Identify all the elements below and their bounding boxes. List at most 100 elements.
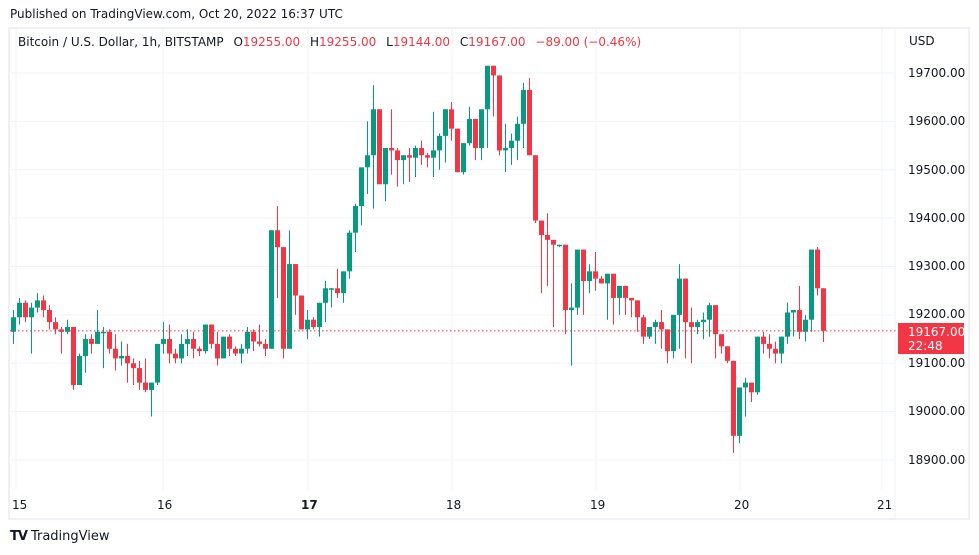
candle-body: [701, 319, 706, 323]
candle-body: [803, 319, 808, 332]
candle-body: [77, 355, 82, 386]
candle-body: [95, 331, 100, 344]
y-tick: 19200.00: [908, 307, 966, 321]
candle-body: [443, 109, 448, 136]
candle-body: [377, 109, 382, 185]
symbol-label[interactable]: Bitcoin / U.S. Dollar, 1h, BITSTAMP: [18, 35, 224, 49]
candle-body: [317, 302, 322, 327]
candle-body: [59, 329, 64, 332]
candle-body: [131, 363, 136, 369]
candle-body: [47, 310, 52, 323]
candle-body: [641, 317, 646, 337]
candle-body: [215, 343, 220, 359]
close-label: C: [459, 35, 469, 49]
candle-body: [143, 382, 148, 390]
ohlc-legend: Bitcoin / U.S. Dollar, 1h, BITSTAMP O192…: [18, 35, 641, 49]
currency-label[interactable]: USD: [909, 34, 935, 48]
candle-body: [419, 147, 424, 156]
tradingview-brand[interactable]: TV TradingView: [10, 529, 109, 544]
candle-body: [821, 288, 826, 331]
candle-body: [107, 331, 112, 349]
candle-body: [683, 278, 688, 323]
x-tick: 17: [301, 498, 318, 512]
candle-body: [533, 155, 538, 221]
candle-body: [611, 273, 616, 298]
last-price: 19167.00: [908, 325, 966, 339]
candle-body: [617, 285, 622, 298]
candle-body: [467, 118, 472, 144]
candle-body: [323, 288, 328, 303]
candle-body: [341, 271, 346, 294]
candle-body: [161, 339, 166, 344]
y-tick: 19500.00: [908, 163, 966, 177]
candle-body: [149, 382, 154, 390]
candle-body: [119, 355, 124, 359]
candle-body: [503, 147, 508, 151]
last-price-tag: 19167.00 22:48: [898, 323, 966, 354]
high-value: 19255.00: [319, 35, 377, 49]
x-tick: 19: [590, 498, 606, 512]
candle-body: [587, 271, 592, 282]
candle-body: [713, 305, 718, 335]
low-label: L: [386, 35, 393, 49]
candle-body: [53, 322, 58, 330]
candle-body: [731, 360, 736, 436]
candle-body: [599, 278, 604, 284]
candle-body: [329, 288, 334, 290]
candle-body: [365, 155, 370, 168]
candle-body: [743, 382, 748, 388]
candle-body: [773, 348, 778, 354]
candle-body: [383, 147, 388, 185]
candle-body: [557, 244, 562, 247]
candle-body: [197, 348, 202, 352]
candle-body: [695, 322, 700, 327]
candle-body: [449, 109, 454, 129]
candle-body: [305, 319, 310, 330]
candle-body: [71, 326, 76, 386]
candle-body: [515, 123, 520, 141]
y-tick: 19100.00: [908, 356, 966, 370]
candle-body: [671, 314, 676, 352]
candle-body: [335, 288, 340, 294]
candle-body: [437, 135, 442, 151]
y-tick: 19700.00: [908, 66, 966, 80]
candle-body: [521, 89, 526, 124]
candle-body: [101, 331, 106, 334]
candle-body: [179, 343, 184, 359]
candle-body: [299, 295, 304, 330]
candle-body: [281, 247, 286, 349]
candle-body: [359, 167, 364, 207]
candle-body: [563, 244, 568, 311]
candle-body: [665, 329, 670, 352]
candle-body: [263, 343, 268, 349]
candle-body: [815, 249, 820, 289]
candle-body: [569, 307, 574, 311]
candle-body: [737, 387, 742, 436]
x-tick: 20: [734, 498, 750, 512]
candle-body: [11, 317, 16, 332]
candle-body: [653, 322, 658, 327]
candle-body: [389, 147, 394, 151]
candle-body: [809, 249, 814, 320]
candle-body: [629, 297, 634, 301]
candle-body: [479, 109, 484, 148]
candle-body: [539, 220, 544, 236]
candle-body: [23, 302, 28, 318]
candle-body: [551, 239, 556, 245]
candle-body: [623, 285, 628, 298]
candle-body: [791, 310, 796, 313]
candle-body: [689, 322, 694, 327]
candle-body: [191, 339, 196, 349]
candle-body: [401, 155, 406, 161]
candle-body: [233, 348, 238, 354]
candle-body: [455, 128, 460, 173]
candle-body: [575, 249, 580, 308]
low-value: 19144.00: [392, 35, 451, 49]
x-tick: 16: [157, 498, 173, 512]
candle-body: [347, 232, 352, 272]
candle-body: [767, 343, 772, 349]
candle-body: [185, 339, 190, 344]
candle-body: [251, 331, 256, 342]
candle-body: [797, 310, 802, 332]
